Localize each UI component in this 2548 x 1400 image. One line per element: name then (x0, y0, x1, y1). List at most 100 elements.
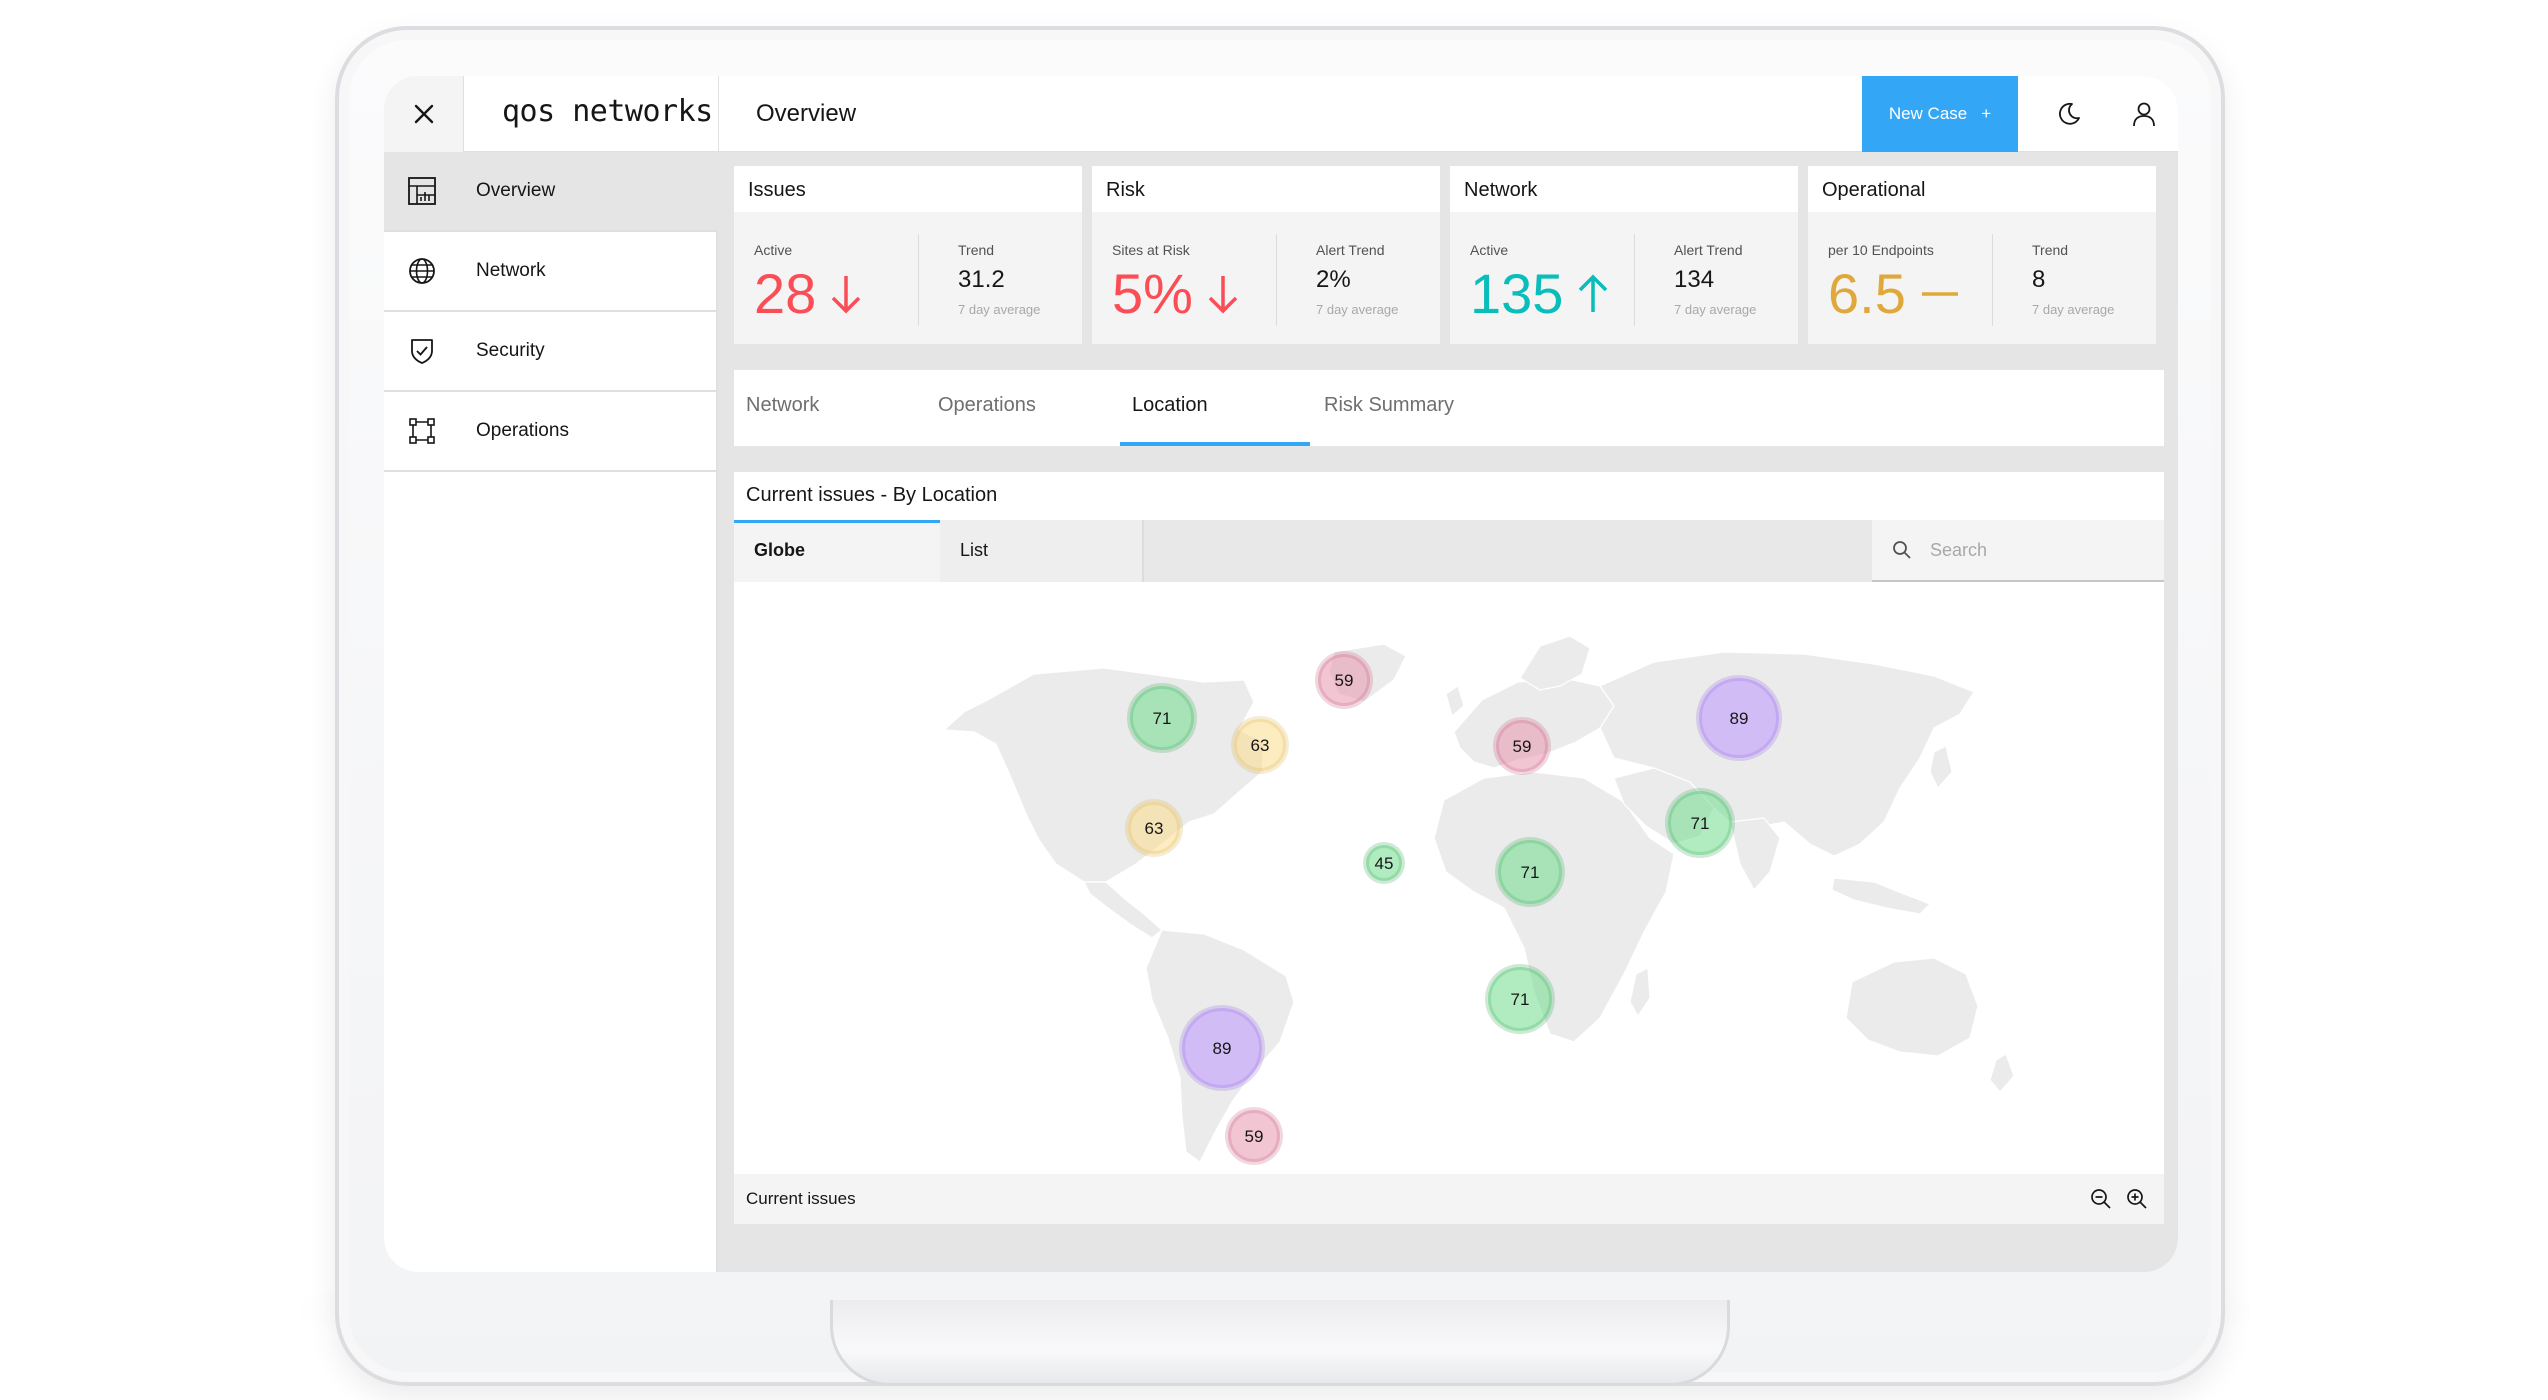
kpi-secondary-label: Alert Trend (1674, 242, 1743, 258)
issue-marker-bubble (1485, 964, 1555, 1034)
tab-risk-summary[interactable]: Risk Summary (1324, 394, 1455, 416)
kpi-secondary-value: 134 (1674, 266, 1715, 293)
issue-marker[interactable]: 71 (1665, 788, 1735, 858)
issue-marker[interactable]: 71 (1485, 964, 1555, 1034)
issue-marker-bubble (1315, 651, 1373, 709)
sidebar-item-label: Network (476, 260, 546, 281)
issue-marker[interactable]: 59 (1225, 1107, 1283, 1165)
kpi-primary-label: per 10 Endpoints (1828, 242, 1934, 258)
issue-marker-count: 71 (1521, 863, 1540, 882)
issue-marker[interactable]: 45 (1363, 842, 1405, 884)
kpi-title: Risk (1092, 166, 1440, 212)
kpi-secondary-value: 31.2 (958, 266, 1005, 293)
moon-icon (2059, 102, 2080, 125)
japan-landmass (1929, 745, 1953, 790)
issue-marker[interactable]: 63 (1125, 799, 1183, 857)
tab-operations[interactable]: Operations (938, 394, 1036, 416)
search-icon (1893, 541, 1911, 559)
plus-icon: + (1981, 104, 1992, 123)
issue-marker[interactable]: 71 (1127, 683, 1197, 753)
arrow-down-icon (832, 276, 861, 314)
sidebar-item-label: Security (476, 340, 545, 361)
zoom-out-icon (2091, 1189, 2111, 1209)
kpi-secondary-label: Trend (2032, 242, 2069, 258)
issue-marker[interactable]: 71 (1495, 837, 1565, 907)
kpi-primary-label: Active (754, 242, 793, 258)
zoom-out-button[interactable] (2086, 1184, 2116, 1214)
search-field[interactable] (1872, 520, 2164, 582)
issue-marker-count: 63 (1145, 819, 1164, 838)
uk-landmass (1445, 685, 1465, 718)
kpi-primary-value: 6.5 (1828, 262, 1906, 325)
search-input[interactable] (1930, 539, 2150, 561)
new-case-button[interactable]: New Case + (1862, 76, 2018, 152)
location-panel: Current issues - By Location Globe List (734, 472, 2164, 1224)
tab-network[interactable]: Network (746, 394, 820, 416)
issue-marker[interactable]: 89 (1696, 675, 1782, 761)
issue-marker-count: 59 (1335, 671, 1354, 690)
issue-marker-bubble (1125, 799, 1183, 857)
africa-landmass (1433, 771, 1675, 1043)
kpi-secondary-label: Alert Trend (1316, 242, 1385, 258)
new-case-label: New Case (1888, 104, 1968, 123)
world-map-svg: 71 59 63 63 59 89 71 45 71 71 89 59 (942, 635, 2015, 1165)
issue-marker-count: 71 (1511, 990, 1530, 1009)
issue-markers: 71 59 63 63 59 89 71 45 71 71 89 59 (1125, 651, 1782, 1165)
issue-marker[interactable]: 59 (1493, 717, 1551, 775)
kpi-secondary-note: 7 day average (1674, 302, 1757, 317)
issue-marker-bubble (1665, 788, 1735, 858)
kpi-secondary-note: 7 day average (2032, 302, 2115, 317)
kpi-card-network[interactable]: Network Active 135 Alert Trend 134 7 day… (1450, 166, 1798, 344)
sidebar-item-operations[interactable]: Operations (384, 392, 718, 472)
world-map[interactable]: 71 59 63 63 59 89 71 45 71 71 89 59 (734, 582, 2164, 1176)
laptop-stand (830, 1300, 1730, 1386)
sidebar-item-label: Operations (476, 420, 569, 441)
zoom-in-button[interactable] (2122, 1184, 2152, 1214)
panel-footer: Current issues (734, 1174, 2164, 1224)
kpi-card-operational[interactable]: Operational per 10 Endpoints 6.5 Trend 8… (1808, 166, 2156, 344)
kpi-primary-value: 5% (1112, 262, 1193, 325)
kpi-secondary-note: 7 day average (1316, 302, 1399, 317)
kpi-primary: 6.5 (1828, 266, 1962, 322)
footer-label: Current issues (746, 1189, 856, 1208)
sidebar-item-overview[interactable]: Overview (384, 152, 718, 232)
dark-mode-toggle[interactable] (2049, 94, 2089, 134)
shield-icon (406, 335, 438, 367)
kpi-secondary-note: 7 day average (958, 302, 1041, 317)
issue-marker-count: 89 (1213, 1039, 1232, 1058)
close-icon (414, 104, 433, 124)
subtab-globe[interactable]: Globe (734, 520, 940, 582)
kpi-separator (1276, 234, 1277, 326)
app-screen: qos networks Overview New Case + (384, 76, 2178, 1272)
dashboard-icon (406, 175, 438, 207)
sidebar-item-security[interactable]: Security (384, 312, 718, 392)
content-tabs: Network Operations Location Risk Summary (734, 370, 2164, 446)
sidebar: Overview Network Security (384, 152, 718, 1272)
kpi-primary-label: Active (1470, 242, 1509, 258)
panel-title: Current issues - By Location (746, 484, 998, 506)
app-header: qos networks Overview New Case + (384, 76, 2178, 152)
tab-location[interactable]: Location (1120, 370, 1310, 446)
issue-marker-bubble (1179, 1005, 1265, 1091)
arrow-down-icon (1208, 276, 1238, 314)
user-profile-button[interactable] (2124, 94, 2164, 134)
kpi-card-issues[interactable]: Issues Active 28 Trend 31.2 7 day averag… (734, 166, 1082, 344)
new-zealand-landmass (1989, 1053, 2015, 1093)
close-button[interactable] (384, 76, 464, 152)
issue-marker-count: 63 (1251, 736, 1270, 755)
subtab-list[interactable]: List (940, 520, 1144, 582)
kpi-title: Operational (1808, 166, 2156, 212)
issue-marker[interactable]: 63 (1231, 716, 1289, 774)
issue-marker-count: 59 (1513, 737, 1532, 756)
arrow-up-icon (1579, 274, 1608, 312)
issue-marker-count: 71 (1153, 709, 1172, 728)
operations-icon (406, 415, 438, 447)
issue-marker[interactable]: 89 (1179, 1005, 1265, 1091)
issue-marker-count: 71 (1691, 814, 1710, 833)
kpi-card-risk[interactable]: Risk Sites at Risk 5% Alert Trend 2% 7 d… (1092, 166, 1440, 344)
asia-landmass (1599, 651, 1975, 857)
kpi-primary: 135 (1470, 266, 1611, 322)
issue-marker[interactable]: 59 (1315, 651, 1373, 709)
sidebar-item-network[interactable]: Network (384, 232, 718, 312)
issue-marker-count: 45 (1375, 854, 1394, 873)
